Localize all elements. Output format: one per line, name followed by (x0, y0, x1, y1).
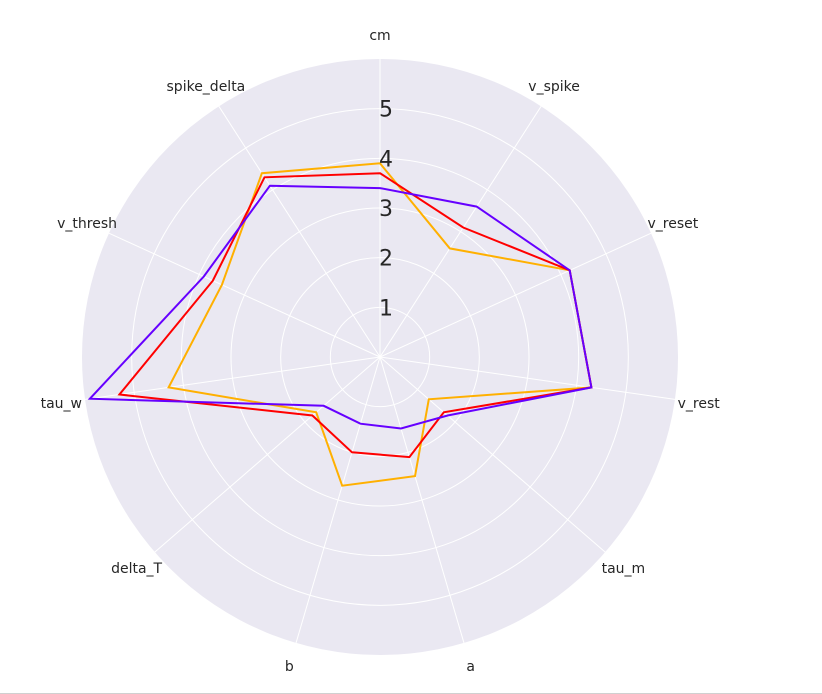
grid-spoke (108, 232, 381, 358)
grid-spoke (379, 356, 606, 553)
radial-tick-label: 4 (379, 147, 393, 172)
radial-tick-label: 5 (379, 98, 393, 123)
radial-tick-label: 3 (379, 197, 393, 222)
grid-spoke (154, 356, 381, 553)
axis-label-tau-m: tau_m (602, 561, 646, 577)
axis-label-v-reset: v_reset (648, 216, 699, 232)
series-line-3 (87, 184, 593, 430)
axis-label-delta-T: delta_T (111, 561, 162, 577)
axis-label-v-spike: v_spike (528, 79, 580, 95)
radial-tick-label: 1 (379, 296, 393, 321)
axis-label-v-rest: v_rest (678, 396, 721, 412)
grid-spoke (379, 106, 542, 358)
series-line-2 (117, 172, 593, 459)
axis-label-spike-delta: spike_delta (167, 79, 246, 95)
grid-spoke (84, 356, 381, 400)
axis-label-tau-w: tau_w (41, 396, 82, 412)
radial-tick-label: 2 (379, 247, 393, 272)
grid-spoke (218, 106, 381, 358)
grid-spoke (379, 356, 676, 400)
series-line-1 (167, 162, 593, 487)
axis-label-v-thresh: v_thresh (57, 216, 117, 232)
axis-label-a: a (466, 659, 475, 675)
grid-spoke (379, 356, 465, 644)
axis-label-b: b (285, 659, 294, 675)
grid-spoke (379, 232, 652, 358)
grid-spoke (295, 356, 381, 644)
axis-label-cm: cm (369, 28, 390, 44)
